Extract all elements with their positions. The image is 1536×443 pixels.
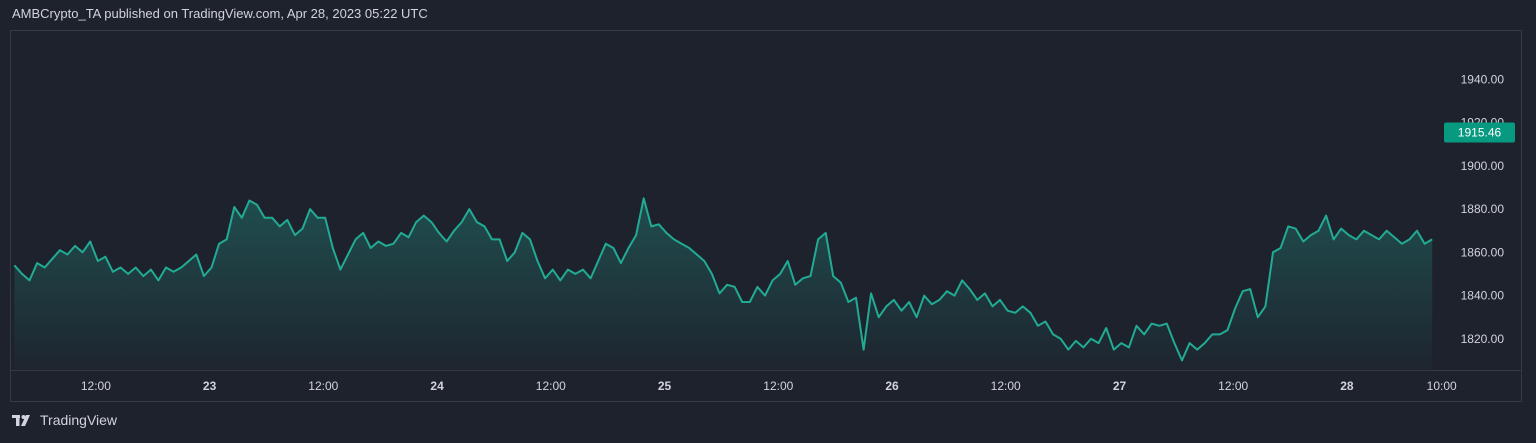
y-tick-label: 1880.00 — [1461, 202, 1505, 216]
publisher-line: AMBCrypto_TA published on TradingView.co… — [12, 6, 428, 21]
brand-label: TradingView — [40, 412, 118, 428]
x-tick-label: 12:00 — [536, 379, 566, 393]
y-tick-label: 1940.00 — [1461, 73, 1505, 87]
x-tick-label: 12:00 — [991, 379, 1021, 393]
x-tick-label: 23 — [203, 379, 217, 393]
price-area-fill — [14, 198, 1433, 369]
x-tick-label: 12:00 — [1218, 379, 1248, 393]
x-tick-label: 28 — [1340, 379, 1354, 393]
x-tick-label: 27 — [1113, 379, 1127, 393]
price-chart-svg: 1820.001840.001860.001880.001900.001920.… — [10, 30, 1522, 402]
price-line — [13, 197, 1433, 362]
x-tick-label: 26 — [885, 379, 899, 393]
y-tick-label: 1860.00 — [1461, 245, 1505, 259]
x-tick-label: 24 — [430, 379, 444, 393]
y-tick-label: 1900.00 — [1461, 159, 1505, 173]
tradingview-logo-icon — [12, 415, 30, 426]
x-tick-label: 10:00 — [1427, 379, 1457, 393]
y-tick-label: 1840.00 — [1461, 289, 1505, 303]
footer: TradingView — [12, 412, 117, 428]
last-price-tag — [1444, 122, 1515, 143]
x-tick-label: 12:00 — [308, 379, 338, 393]
x-tick-label: 12:00 — [81, 379, 111, 393]
chart-border — [10, 30, 1522, 402]
y-tick-label: 1820.00 — [1461, 332, 1505, 346]
x-tick-label: 12:00 — [763, 379, 793, 393]
last-price-label: 1915.46 — [1458, 126, 1502, 140]
price-chart[interactable]: 1820.001840.001860.001880.001900.001920.… — [10, 30, 1522, 402]
x-tick-label: 25 — [658, 379, 672, 393]
